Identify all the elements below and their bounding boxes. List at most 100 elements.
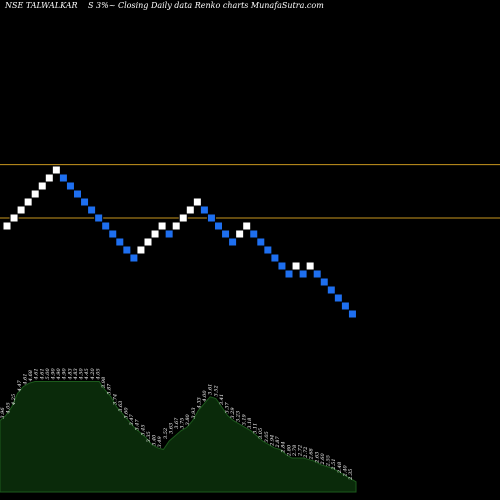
reference-lines <box>0 164 500 219</box>
value-label: 3.45 <box>140 424 146 435</box>
renko-brick-down <box>270 253 280 263</box>
value-label: 2.72 <box>298 445 304 457</box>
value-label: 3.19 <box>241 413 247 425</box>
value-label: 2.68 <box>309 448 315 460</box>
value-label: 3.18 <box>247 418 253 429</box>
value-label: 3.47 <box>129 413 135 425</box>
renko-brick-up <box>171 221 181 231</box>
renko-brick-up <box>51 165 61 175</box>
value-label: 4.20 <box>90 368 96 381</box>
renko-brick-down <box>80 197 90 207</box>
renko-brick-down <box>115 237 125 247</box>
value-label: 3.29 <box>230 407 236 419</box>
value-label: 3.05 <box>258 428 264 439</box>
renko-brick-up <box>178 213 188 223</box>
value-label: 2.60 <box>320 453 326 466</box>
value-label: 3.67 <box>174 417 180 429</box>
renko-brick-down <box>101 221 111 231</box>
value-label: 3.37 <box>225 402 231 414</box>
renko-brick-down <box>73 189 82 199</box>
value-label: 3.05 <box>264 431 270 442</box>
value-label: 3.11 <box>253 423 259 434</box>
renko-brick-down <box>284 269 294 279</box>
value-label: 4.45 <box>84 368 90 380</box>
renko-brick-down <box>65 181 75 191</box>
area-fill <box>0 381 357 493</box>
renko-brick-up <box>2 221 12 231</box>
bottom-value-labels: 3.96 4.054.254.474.61 4.68 4.61 4.61 5.00 4.90… <box>0 368 354 481</box>
renko-brick-down <box>221 229 231 239</box>
value-label: 2.78 <box>292 445 298 457</box>
value-label: 3.87 <box>107 383 113 395</box>
value-label: 2.35 <box>348 469 354 481</box>
renko-brick-up <box>16 205 26 215</box>
renko-brick-down <box>263 245 273 255</box>
value-label: 4.61 <box>23 373 29 385</box>
renko-brick-down <box>326 285 336 295</box>
renko-brick-down <box>256 237 266 247</box>
renko-brick-up <box>192 197 202 207</box>
value-label: 3.61 <box>208 384 214 395</box>
value-label: 4.90 <box>56 368 62 381</box>
value-label: 2.84 <box>281 441 287 453</box>
value-label: 3.96 <box>0 407 6 419</box>
renko-brick-down <box>214 221 223 231</box>
value-label: 3.23 <box>236 411 242 422</box>
renko-brick-up <box>185 205 195 215</box>
value-label: 4.05 <box>6 402 12 414</box>
value-label: 3.63 <box>168 423 174 434</box>
value-label: 2.48 <box>337 462 343 474</box>
chart-title-right: S 3%~ Closing Daily data Renko charts Mu… <box>88 1 324 10</box>
value-label: 2.51 <box>331 458 337 470</box>
value-label: 2.87 <box>275 436 281 449</box>
renko-brick-down <box>122 245 132 255</box>
value-label: 2.55 <box>326 455 332 467</box>
renko-brick-down <box>94 213 104 223</box>
value-label: 3.75 <box>180 418 186 429</box>
renko-brick-up <box>235 229 245 239</box>
value-label: 3.52 <box>213 385 219 396</box>
renko-brick-up <box>9 213 19 223</box>
value-label: 2.80 <box>286 444 292 457</box>
value-label: 3.63 <box>118 401 124 412</box>
value-label: 3.40 <box>152 434 158 446</box>
value-label: 3.98 <box>101 377 107 388</box>
renko-brick-down <box>249 229 259 239</box>
renko-brick-up <box>242 221 252 231</box>
renko-brick-up <box>291 261 301 271</box>
value-label: 4.33 <box>197 397 203 409</box>
renko-brick-up <box>305 261 315 271</box>
value-label: 4.05 <box>95 368 101 380</box>
value-label: 4.83 <box>67 368 73 380</box>
renko-brick-down <box>298 269 308 279</box>
renko-brick-down <box>333 293 343 303</box>
value-label: 4.83 <box>73 368 79 380</box>
value-label: 4.61 <box>34 368 40 380</box>
value-label: 5.00 <box>45 368 51 380</box>
value-label: 4.50 <box>79 368 85 381</box>
value-label: 2.94 <box>269 435 275 447</box>
value-label: 3.80 <box>185 413 191 425</box>
renko-brick-down <box>206 213 216 223</box>
chart-title-left: NSE TALWALKAR <box>4 1 78 10</box>
value-label: 3.47 <box>135 419 141 431</box>
value-label: 3.35 <box>146 431 152 442</box>
renko-brick-down <box>347 309 357 319</box>
renko-brick-up <box>157 221 167 231</box>
renko-brick-down <box>199 205 209 215</box>
value-label: 3.60 <box>124 407 130 419</box>
renko-brick-up <box>37 181 47 191</box>
value-label: 4.90 <box>51 368 57 381</box>
value-label: 2.63 <box>314 452 320 464</box>
renko-brick-down <box>228 237 238 247</box>
bottom-area-panel <box>0 381 357 493</box>
renko-brick-down <box>319 277 329 287</box>
renko-brick-up <box>23 197 33 207</box>
renko-brick-up <box>143 237 153 247</box>
value-label: 3.74 <box>112 394 118 405</box>
renko-brick-down <box>312 269 322 279</box>
renko-brick-up <box>30 189 40 199</box>
renko-brick-down <box>340 301 350 311</box>
renko-bricks <box>2 165 357 319</box>
